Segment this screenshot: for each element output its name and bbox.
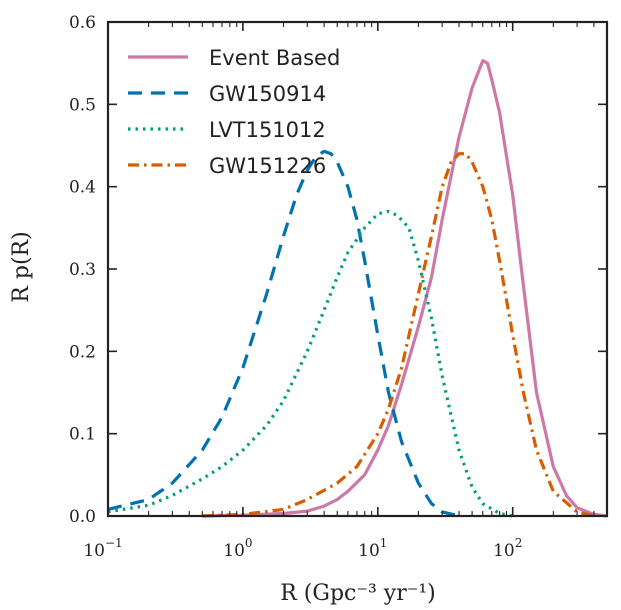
axes: 10−1 100 101 102 0.0 0.1 0.2 0.3 0.4 0.5 0.6 — [69, 13, 607, 561]
series-line-2 — [108, 151, 459, 516]
y-tick-label: 0.4 — [69, 178, 96, 198]
y-tick-label: 0.6 — [69, 13, 96, 33]
x-tick-label: 100 — [223, 536, 252, 561]
y-tick-label: 0.0 — [69, 507, 96, 527]
series-line-4 — [202, 154, 594, 516]
legend-label-3: LVT151012 — [209, 118, 326, 142]
y-tick-label: 0.2 — [69, 342, 96, 362]
y-tick-label: 0.3 — [69, 260, 96, 280]
x-tick-label: 10−1 — [83, 536, 122, 561]
x-tick-label: 102 — [493, 536, 522, 561]
y-tick-label: 0.5 — [69, 95, 96, 115]
legend-label-2: GW150914 — [209, 82, 326, 106]
axes-frame — [108, 22, 607, 516]
x-tick-label: 101 — [358, 536, 387, 561]
series-line-3 — [108, 211, 513, 516]
legend-label-4: GW151226 — [209, 154, 326, 178]
legend: Event Based GW150914 LVT151012 GW151226 — [128, 46, 340, 178]
y-axis-label: R p(R) — [9, 231, 34, 302]
legend-label-1: Event Based — [209, 46, 340, 70]
x-axis-label: R (Gpc⁻³ yr⁻¹) — [280, 581, 436, 606]
y-tick-label: 0.1 — [69, 425, 96, 445]
